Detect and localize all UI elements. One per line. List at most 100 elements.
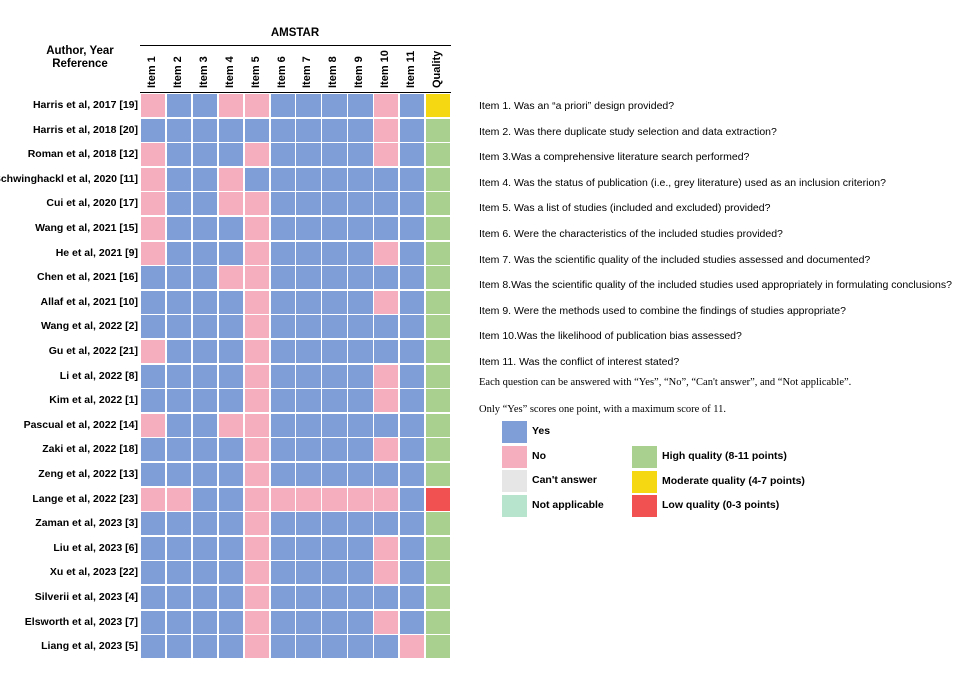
rating-cell <box>373 585 400 611</box>
rating-cell <box>243 363 270 389</box>
rating-cell <box>347 93 374 119</box>
row-label: Li et al, 2022 [8] <box>59 369 138 382</box>
rating-cell <box>321 609 348 635</box>
rating-cell <box>140 93 167 119</box>
rating-cell <box>321 166 348 192</box>
rating-cell <box>399 462 426 488</box>
rating-cell <box>191 412 219 438</box>
rating-cell <box>243 191 270 217</box>
rating-cell <box>295 216 322 242</box>
rating-cell <box>165 388 193 414</box>
rating-cell <box>243 314 270 340</box>
rating-cell <box>217 462 245 488</box>
rating-cell <box>321 191 348 217</box>
rating-cell <box>373 363 400 389</box>
rating-cell <box>295 314 322 340</box>
rating-cell <box>243 117 270 143</box>
rating-cell <box>399 117 426 143</box>
rating-cell <box>373 560 400 586</box>
rating-cell <box>399 339 426 365</box>
rating-cell <box>217 142 245 168</box>
rating-cell <box>269 265 296 291</box>
rating-cell <box>373 240 400 266</box>
rating-cell <box>321 437 348 463</box>
rating-cell <box>295 486 322 512</box>
rating-cell <box>165 216 193 242</box>
rating-cell <box>373 117 400 143</box>
rating-cell <box>399 412 426 438</box>
rating-cell <box>269 585 296 611</box>
row-label: Wang et al, 2021 [15] <box>35 222 138 234</box>
rating-cell <box>373 93 400 119</box>
rating-cell <box>217 412 245 438</box>
rating-cell <box>295 363 322 389</box>
rating-cell <box>191 634 219 660</box>
row-label: Schwinghackl et al, 2020 [11] <box>0 172 138 185</box>
rating-cell <box>140 240 167 266</box>
rating-cell <box>191 142 219 168</box>
rating-cell <box>140 634 167 660</box>
rating-cell <box>295 609 322 635</box>
rating-cell <box>347 462 374 488</box>
legend-swatch <box>502 421 527 443</box>
rating-cell <box>269 511 296 537</box>
rating-cell <box>399 216 426 242</box>
rating-cell <box>165 511 193 537</box>
legend-swatch <box>502 470 527 492</box>
rating-cell <box>140 314 167 340</box>
item-definition: Item 11. Was the conflict of interest st… <box>479 356 680 368</box>
rating-cell <box>217 437 245 463</box>
row-label: Kim et al, 2022 [1] <box>49 394 138 407</box>
rating-cell <box>165 560 193 586</box>
rating-cell <box>243 339 270 365</box>
quality-cell <box>424 486 452 512</box>
row-label: Pascual et al, 2022 [14] <box>23 418 138 431</box>
legend-label: Can't answer <box>532 474 597 486</box>
rating-cell <box>269 314 296 340</box>
rating-cell <box>140 609 167 635</box>
rating-cell <box>269 437 296 463</box>
rating-cell <box>165 486 193 512</box>
rating-cell <box>295 511 322 537</box>
rating-cell <box>373 412 400 438</box>
quality-cell <box>424 363 452 389</box>
rating-cell <box>165 289 193 315</box>
item-definition: Item 8.Was the scientific quality of the… <box>479 279 952 292</box>
row-label: Liang et al, 2023 [5] <box>41 640 138 653</box>
quality-cell <box>424 511 452 537</box>
rating-cell <box>243 609 270 635</box>
rating-cell <box>165 462 193 488</box>
rating-cell <box>373 216 400 242</box>
rating-cell <box>165 609 193 635</box>
rating-cell <box>140 339 167 365</box>
rating-cell <box>165 412 193 438</box>
quality-cell <box>424 560 452 586</box>
rating-cell <box>243 412 270 438</box>
rating-cell <box>347 437 374 463</box>
row-label: Xu et al, 2023 [22] <box>49 566 138 579</box>
quality-cell <box>424 191 452 217</box>
rating-cell <box>295 117 322 143</box>
rating-cell <box>217 388 245 414</box>
rating-cell <box>165 117 193 143</box>
rating-cell <box>373 166 400 192</box>
rating-cell <box>191 363 219 389</box>
row-label: Gu et al, 2022 [21] <box>48 345 138 357</box>
rating-cell <box>140 265 167 291</box>
rating-cell <box>399 388 426 414</box>
amstar-title: AMSTAR <box>270 27 320 39</box>
rating-cell <box>399 314 426 340</box>
column-label: Item 5 <box>249 56 262 88</box>
row-label: Liu et al, 2023 [6] <box>53 541 138 554</box>
rating-cell <box>373 609 400 635</box>
rating-cell <box>347 634 374 660</box>
rating-cell <box>243 166 270 192</box>
rating-cell <box>321 216 348 242</box>
rating-cell <box>347 265 374 291</box>
row-label: Zeng et al, 2022 [13] <box>38 468 138 480</box>
rating-cell <box>269 388 296 414</box>
item-definition: Item 2. Was there duplicate study select… <box>479 125 777 138</box>
item-definition: Item 1. Was an “a priori” design provide… <box>479 100 675 112</box>
rating-cell <box>243 486 270 512</box>
rating-cell <box>295 289 322 315</box>
